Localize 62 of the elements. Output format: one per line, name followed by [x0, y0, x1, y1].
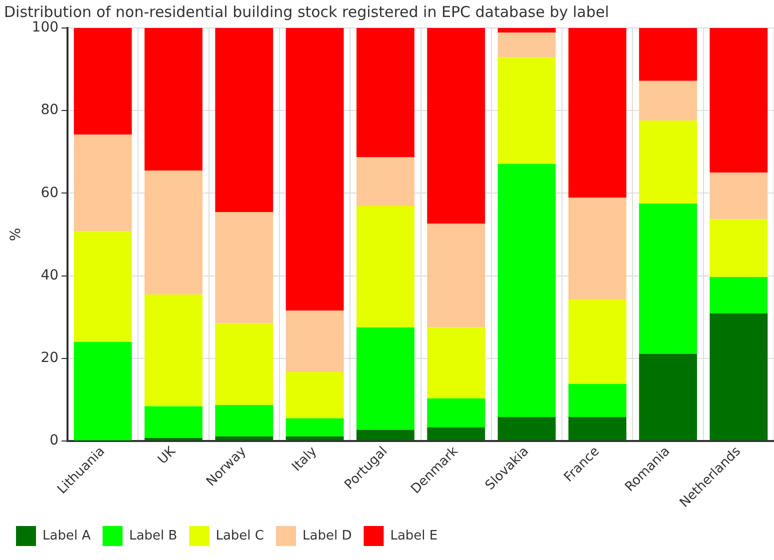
y-tick-label: 40 — [40, 267, 59, 284]
bar — [356, 430, 414, 440]
bar — [710, 28, 768, 173]
bar — [639, 28, 697, 81]
legend-label: Label D — [302, 528, 352, 544]
bar — [144, 294, 202, 406]
bar — [498, 416, 556, 440]
bar — [427, 224, 486, 328]
y-tick-label: 20 — [40, 350, 59, 366]
bar — [568, 198, 626, 300]
bar — [639, 80, 697, 120]
bar — [710, 313, 768, 440]
bar — [639, 354, 697, 440]
bar — [356, 206, 414, 328]
bar — [710, 277, 768, 314]
legend-label: Label A — [42, 528, 91, 544]
legend-label: Label C — [216, 528, 264, 544]
bar — [144, 406, 202, 438]
bar — [568, 384, 626, 417]
bar — [74, 342, 132, 440]
y-tick-label: 80 — [40, 102, 59, 118]
bar — [215, 212, 274, 324]
bar — [427, 427, 486, 440]
bar — [356, 157, 414, 206]
bar — [498, 32, 556, 58]
bar — [568, 28, 626, 198]
y-tick-label: 100 — [32, 20, 59, 36]
bar — [427, 28, 486, 224]
bar — [639, 120, 697, 204]
bar — [144, 28, 202, 170]
bar — [498, 57, 556, 164]
bar — [498, 28, 556, 33]
bar — [215, 436, 274, 440]
bar — [639, 204, 697, 354]
bar — [286, 28, 344, 310]
x-tick-label: UK — [155, 444, 180, 468]
bar — [74, 232, 132, 342]
y-tick-label: 60 — [40, 184, 59, 201]
bar — [144, 170, 202, 294]
bar — [286, 372, 344, 418]
y-tick-label: 0 — [50, 432, 59, 449]
bar — [568, 416, 626, 440]
legend-label: Label E — [390, 528, 438, 544]
y-axis-title: % — [8, 228, 24, 242]
bar — [710, 219, 768, 277]
bar — [427, 327, 486, 398]
bar — [74, 28, 132, 135]
bar — [427, 398, 486, 428]
bar — [356, 327, 414, 430]
bar — [710, 172, 768, 220]
bar — [215, 323, 274, 406]
chart-title: Distribution of non-residential building stock registered in EPC database by label — [4, 2, 610, 21]
bar — [568, 300, 626, 384]
legend-label: Label B — [129, 528, 178, 544]
bar — [498, 164, 556, 417]
bar — [356, 28, 414, 158]
bar — [286, 436, 344, 440]
bar — [215, 405, 274, 436]
bar — [215, 28, 274, 212]
bar — [286, 418, 344, 436]
bar — [286, 310, 344, 372]
bar — [74, 134, 132, 232]
